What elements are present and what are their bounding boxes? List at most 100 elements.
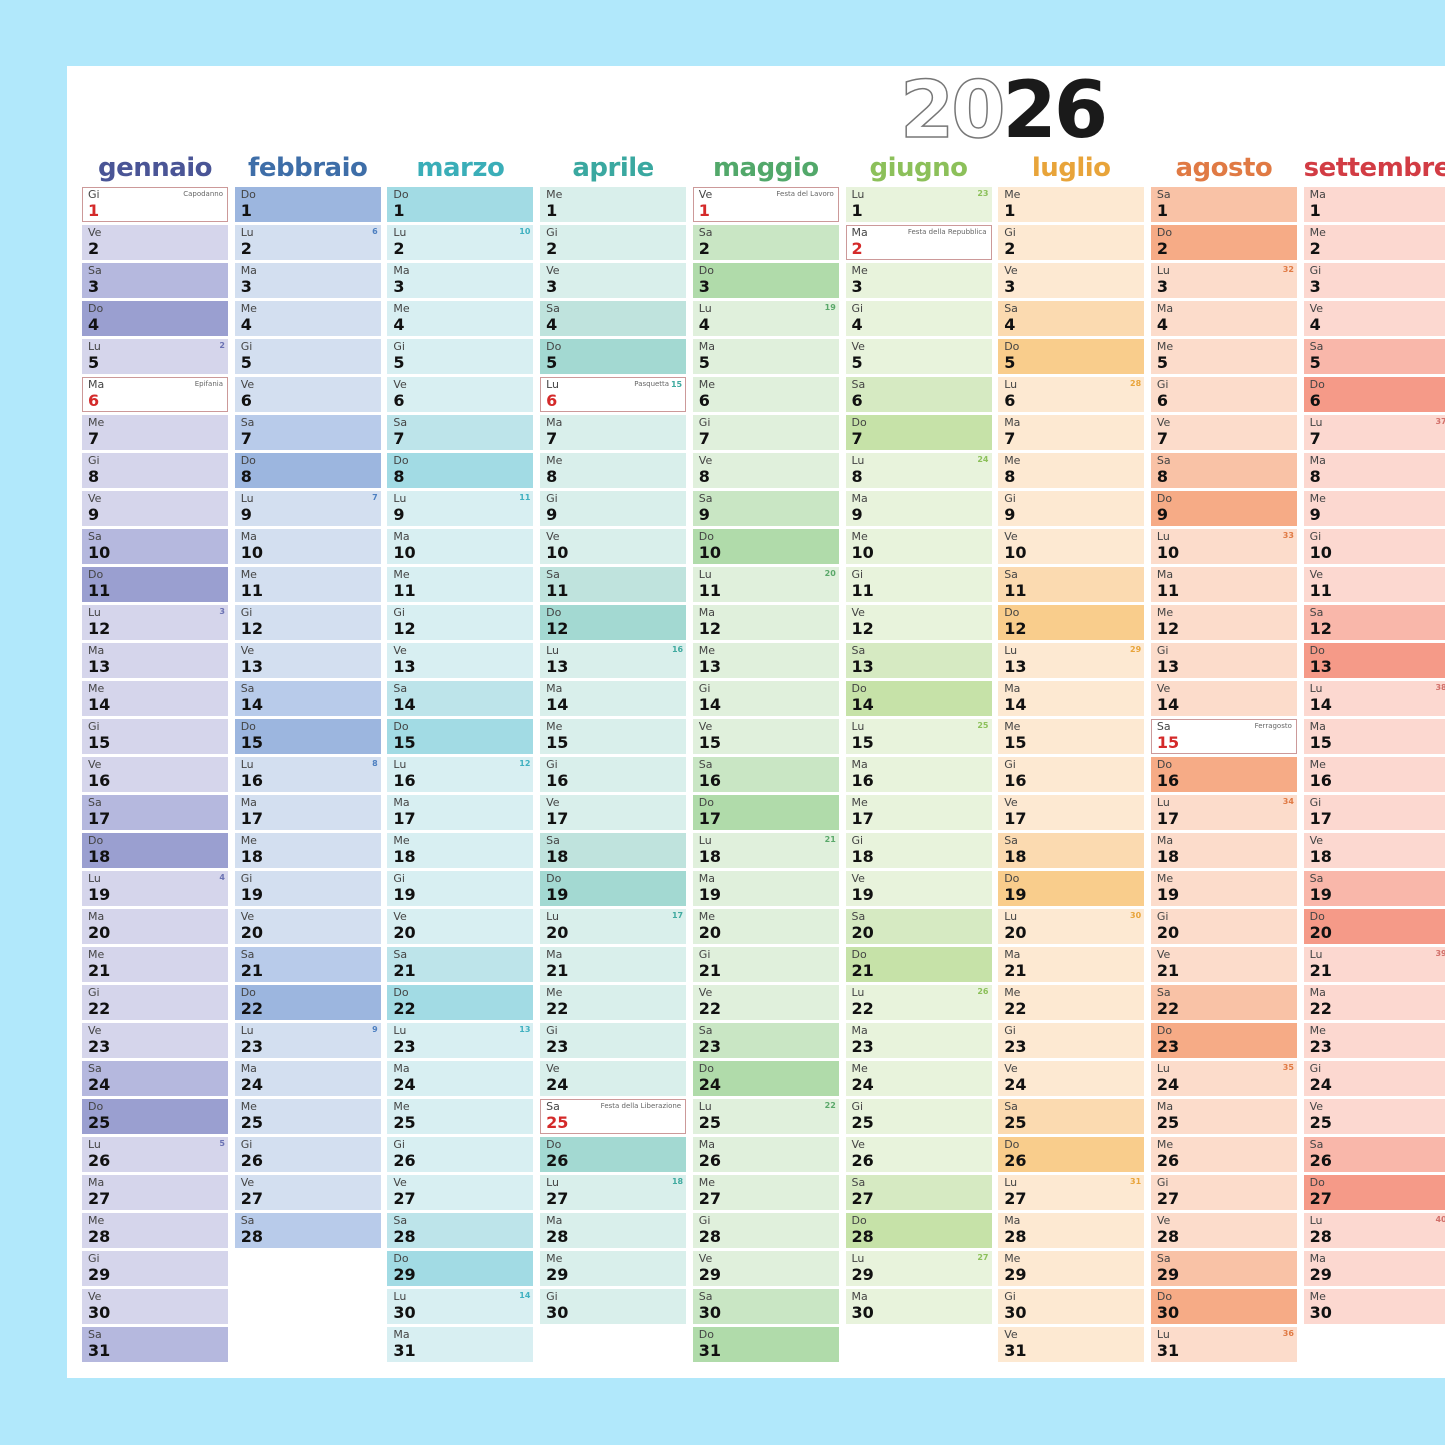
day-cell[interactable]: Gi 15 xyxy=(82,719,228,754)
day-cell[interactable]: Gi 9 xyxy=(998,491,1145,526)
day-cell[interactable]: Me 21 xyxy=(82,947,228,982)
day-cell[interactable]: Gi 12 xyxy=(387,605,534,640)
day-cell[interactable]: Ma 1 xyxy=(1303,187,1445,222)
day-cell[interactable]: Me 25 xyxy=(234,1099,381,1134)
day-cell[interactable]: Ma 20 xyxy=(82,909,228,944)
day-cell[interactable]: Ve 6 xyxy=(234,377,381,412)
day-cell[interactable]: Ve 1 Festa del Lavoro xyxy=(692,187,839,222)
day-cell[interactable]: Ve 14 xyxy=(1150,681,1297,716)
day-cell[interactable]: Lu 6 Pasquetta 15 xyxy=(540,377,687,412)
day-cell[interactable]: Ma 30 xyxy=(845,1289,992,1324)
day-cell[interactable]: Me 11 xyxy=(387,567,534,602)
day-cell[interactable]: Ma 16 xyxy=(845,757,992,792)
day-cell[interactable]: Gi 18 xyxy=(845,833,992,868)
day-cell[interactable]: Ma 23 xyxy=(845,1023,992,1058)
day-cell[interactable]: Me 6 xyxy=(692,377,839,412)
day-cell[interactable]: Gi 2 xyxy=(540,225,687,260)
day-cell[interactable]: Lu 10 33 xyxy=(1150,529,1297,564)
day-cell[interactable]: Do 22 xyxy=(234,985,381,1020)
day-cell[interactable]: Do 9 xyxy=(1150,491,1297,526)
day-cell[interactable]: Me 30 xyxy=(1303,1289,1445,1324)
day-cell[interactable]: Ma 24 xyxy=(234,1061,381,1096)
day-cell[interactable]: Lu 22 26 xyxy=(845,985,992,1020)
day-cell[interactable]: Ma 14 xyxy=(540,681,687,716)
day-cell[interactable]: Lu 19 4 xyxy=(82,871,228,906)
day-cell[interactable]: Ve 9 xyxy=(82,491,228,526)
day-cell[interactable]: Ma 11 xyxy=(1150,567,1297,602)
day-cell[interactable]: Ve 13 xyxy=(234,643,381,678)
day-cell[interactable]: Do 28 xyxy=(845,1213,992,1248)
day-cell[interactable]: Ma 5 xyxy=(692,339,839,374)
day-cell[interactable]: Ve 3 xyxy=(540,263,687,298)
day-cell[interactable]: Gi 9 xyxy=(540,491,687,526)
day-cell[interactable]: Sa 22 xyxy=(1150,985,1297,1020)
day-cell[interactable]: Lu 7 37 xyxy=(1303,415,1445,450)
day-cell[interactable]: Me 16 xyxy=(1303,757,1445,792)
day-cell[interactable]: Sa 30 xyxy=(692,1289,839,1324)
day-cell[interactable]: Ve 26 xyxy=(845,1137,992,1172)
day-cell[interactable]: Gi 25 xyxy=(845,1099,992,1134)
day-cell[interactable]: Ma 6 Epifania xyxy=(82,377,228,412)
day-cell[interactable]: Ma 8 xyxy=(1303,453,1445,488)
day-cell[interactable]: Me 18 xyxy=(234,833,381,868)
day-cell[interactable]: Me 29 xyxy=(540,1251,687,1286)
day-cell[interactable]: Me 17 xyxy=(845,795,992,830)
day-cell[interactable]: Do 24 xyxy=(692,1061,839,1096)
day-cell[interactable]: Ma 28 xyxy=(540,1213,687,1248)
day-cell[interactable]: Ma 28 xyxy=(998,1213,1145,1248)
day-cell[interactable]: Me 22 xyxy=(998,985,1145,1020)
day-cell[interactable]: Do 20 xyxy=(1303,909,1445,944)
day-cell[interactable]: Ma 2 Festa della Repubblica xyxy=(845,225,992,260)
day-cell[interactable]: Gi 14 xyxy=(692,681,839,716)
day-cell[interactable]: Do 15 xyxy=(234,719,381,754)
day-cell[interactable]: Ve 27 xyxy=(387,1175,534,1210)
day-cell[interactable]: Gi 23 xyxy=(998,1023,1145,1058)
day-cell[interactable]: Sa 13 xyxy=(845,643,992,678)
day-cell[interactable]: Sa 19 xyxy=(1303,871,1445,906)
day-cell[interactable]: Lu 6 28 xyxy=(998,377,1145,412)
day-cell[interactable]: Me 27 xyxy=(692,1175,839,1210)
day-cell[interactable]: Ve 30 xyxy=(82,1289,228,1324)
day-cell[interactable]: Me 28 xyxy=(82,1213,228,1248)
day-cell[interactable]: Gi 11 xyxy=(845,567,992,602)
day-cell[interactable]: Sa 24 xyxy=(82,1061,228,1096)
day-cell[interactable]: Do 12 xyxy=(540,605,687,640)
day-cell[interactable]: Lu 15 25 xyxy=(845,719,992,754)
day-cell[interactable]: Ma 31 xyxy=(387,1327,534,1362)
day-cell[interactable]: Me 13 xyxy=(692,643,839,678)
day-cell[interactable]: Sa 25 xyxy=(998,1099,1145,1134)
day-cell[interactable]: Me 26 xyxy=(1150,1137,1297,1172)
day-cell[interactable]: Do 16 xyxy=(1150,757,1297,792)
day-cell[interactable]: Me 23 xyxy=(1303,1023,1445,1058)
day-cell[interactable]: Lu 24 35 xyxy=(1150,1061,1297,1096)
day-cell[interactable]: Ma 17 xyxy=(234,795,381,830)
day-cell[interactable]: Gi 19 xyxy=(387,871,534,906)
day-cell[interactable]: Lu 13 16 xyxy=(540,643,687,678)
day-cell[interactable]: Gi 27 xyxy=(1150,1175,1297,1210)
day-cell[interactable]: Me 22 xyxy=(540,985,687,1020)
day-cell[interactable]: Gi 16 xyxy=(540,757,687,792)
day-cell[interactable]: Sa 9 xyxy=(692,491,839,526)
day-cell[interactable]: Lu 31 36 xyxy=(1150,1327,1297,1362)
day-cell[interactable]: Lu 28 40 xyxy=(1303,1213,1445,1248)
day-cell[interactable]: Gi 26 xyxy=(234,1137,381,1172)
day-cell[interactable]: Do 11 xyxy=(82,567,228,602)
day-cell[interactable]: Gi 4 xyxy=(845,301,992,336)
day-cell[interactable]: Sa 26 xyxy=(1303,1137,1445,1172)
day-cell[interactable]: Gi 6 xyxy=(1150,377,1297,412)
day-cell[interactable]: Ma 18 xyxy=(1150,833,1297,868)
day-cell[interactable]: Ve 22 xyxy=(692,985,839,1020)
day-cell[interactable]: Ve 20 xyxy=(234,909,381,944)
day-cell[interactable]: Do 18 xyxy=(82,833,228,868)
day-cell[interactable]: Lu 21 39 xyxy=(1303,947,1445,982)
day-cell[interactable]: Sa 18 xyxy=(998,833,1145,868)
day-cell[interactable]: Ma 21 xyxy=(998,947,1145,982)
day-cell[interactable]: Ma 7 xyxy=(998,415,1145,450)
day-cell[interactable]: Do 4 xyxy=(82,301,228,336)
day-cell[interactable]: Gi 17 xyxy=(1303,795,1445,830)
day-cell[interactable]: Ve 16 xyxy=(82,757,228,792)
day-cell[interactable]: Ma 4 xyxy=(1150,301,1297,336)
day-cell[interactable]: Lu 17 34 xyxy=(1150,795,1297,830)
day-cell[interactable]: Ve 11 xyxy=(1303,567,1445,602)
